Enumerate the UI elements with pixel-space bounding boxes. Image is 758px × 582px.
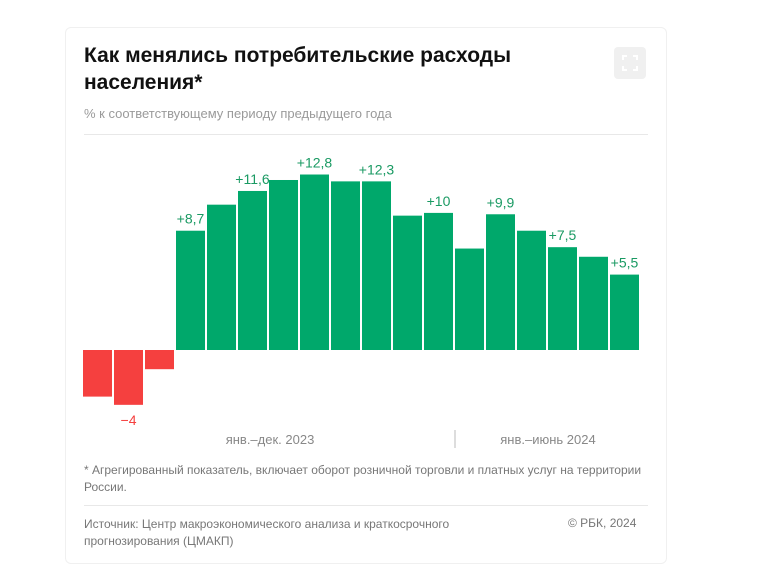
data-label: +12,8 (297, 155, 333, 171)
divider (84, 134, 648, 135)
bar (424, 212, 453, 350)
divider (84, 505, 648, 506)
bar (362, 181, 391, 350)
bar (238, 190, 267, 350)
bar (114, 350, 143, 405)
source: Источник: Центр макроэкономического анал… (84, 517, 450, 548)
bar (331, 181, 360, 350)
bar (176, 230, 205, 350)
expand-icon (622, 55, 638, 71)
data-label: +7,5 (549, 227, 577, 243)
bar (486, 214, 515, 350)
data-label: +12,3 (359, 161, 395, 177)
period-label: янв.–июнь 2024 (500, 432, 595, 447)
data-label: +11,6 (235, 171, 270, 187)
bar (517, 230, 546, 350)
bar (145, 350, 174, 370)
copyright: © РБК, 2024 (568, 516, 637, 530)
bar (269, 179, 298, 350)
bar (300, 174, 329, 350)
bar (455, 248, 484, 350)
data-label: −4 (121, 412, 137, 428)
bar-chart: −4 +8,7 +11,6 +12,8 +12,3 +10 +9,9 +7,5 +5,5 янв.… (83, 155, 639, 448)
bar (393, 215, 422, 350)
data-label: +10 (427, 193, 451, 209)
data-label: +9,9 (487, 194, 515, 210)
bar (207, 204, 236, 350)
expand-button[interactable] (614, 47, 646, 79)
bar (610, 274, 639, 350)
bar (579, 256, 608, 350)
footnote: * Агрегированный показатель, включает об… (84, 463, 642, 494)
chart-subtitle: % к соответствующему периоду предыдущего… (84, 106, 392, 121)
period-label: янв.–дек. 2023 (226, 432, 315, 447)
bar (548, 247, 577, 350)
chart-title: Как менялись потребительские расходы нас… (84, 44, 512, 94)
bar (83, 350, 112, 397)
data-label: +5,5 (611, 255, 639, 271)
data-label: +8,7 (177, 211, 205, 227)
